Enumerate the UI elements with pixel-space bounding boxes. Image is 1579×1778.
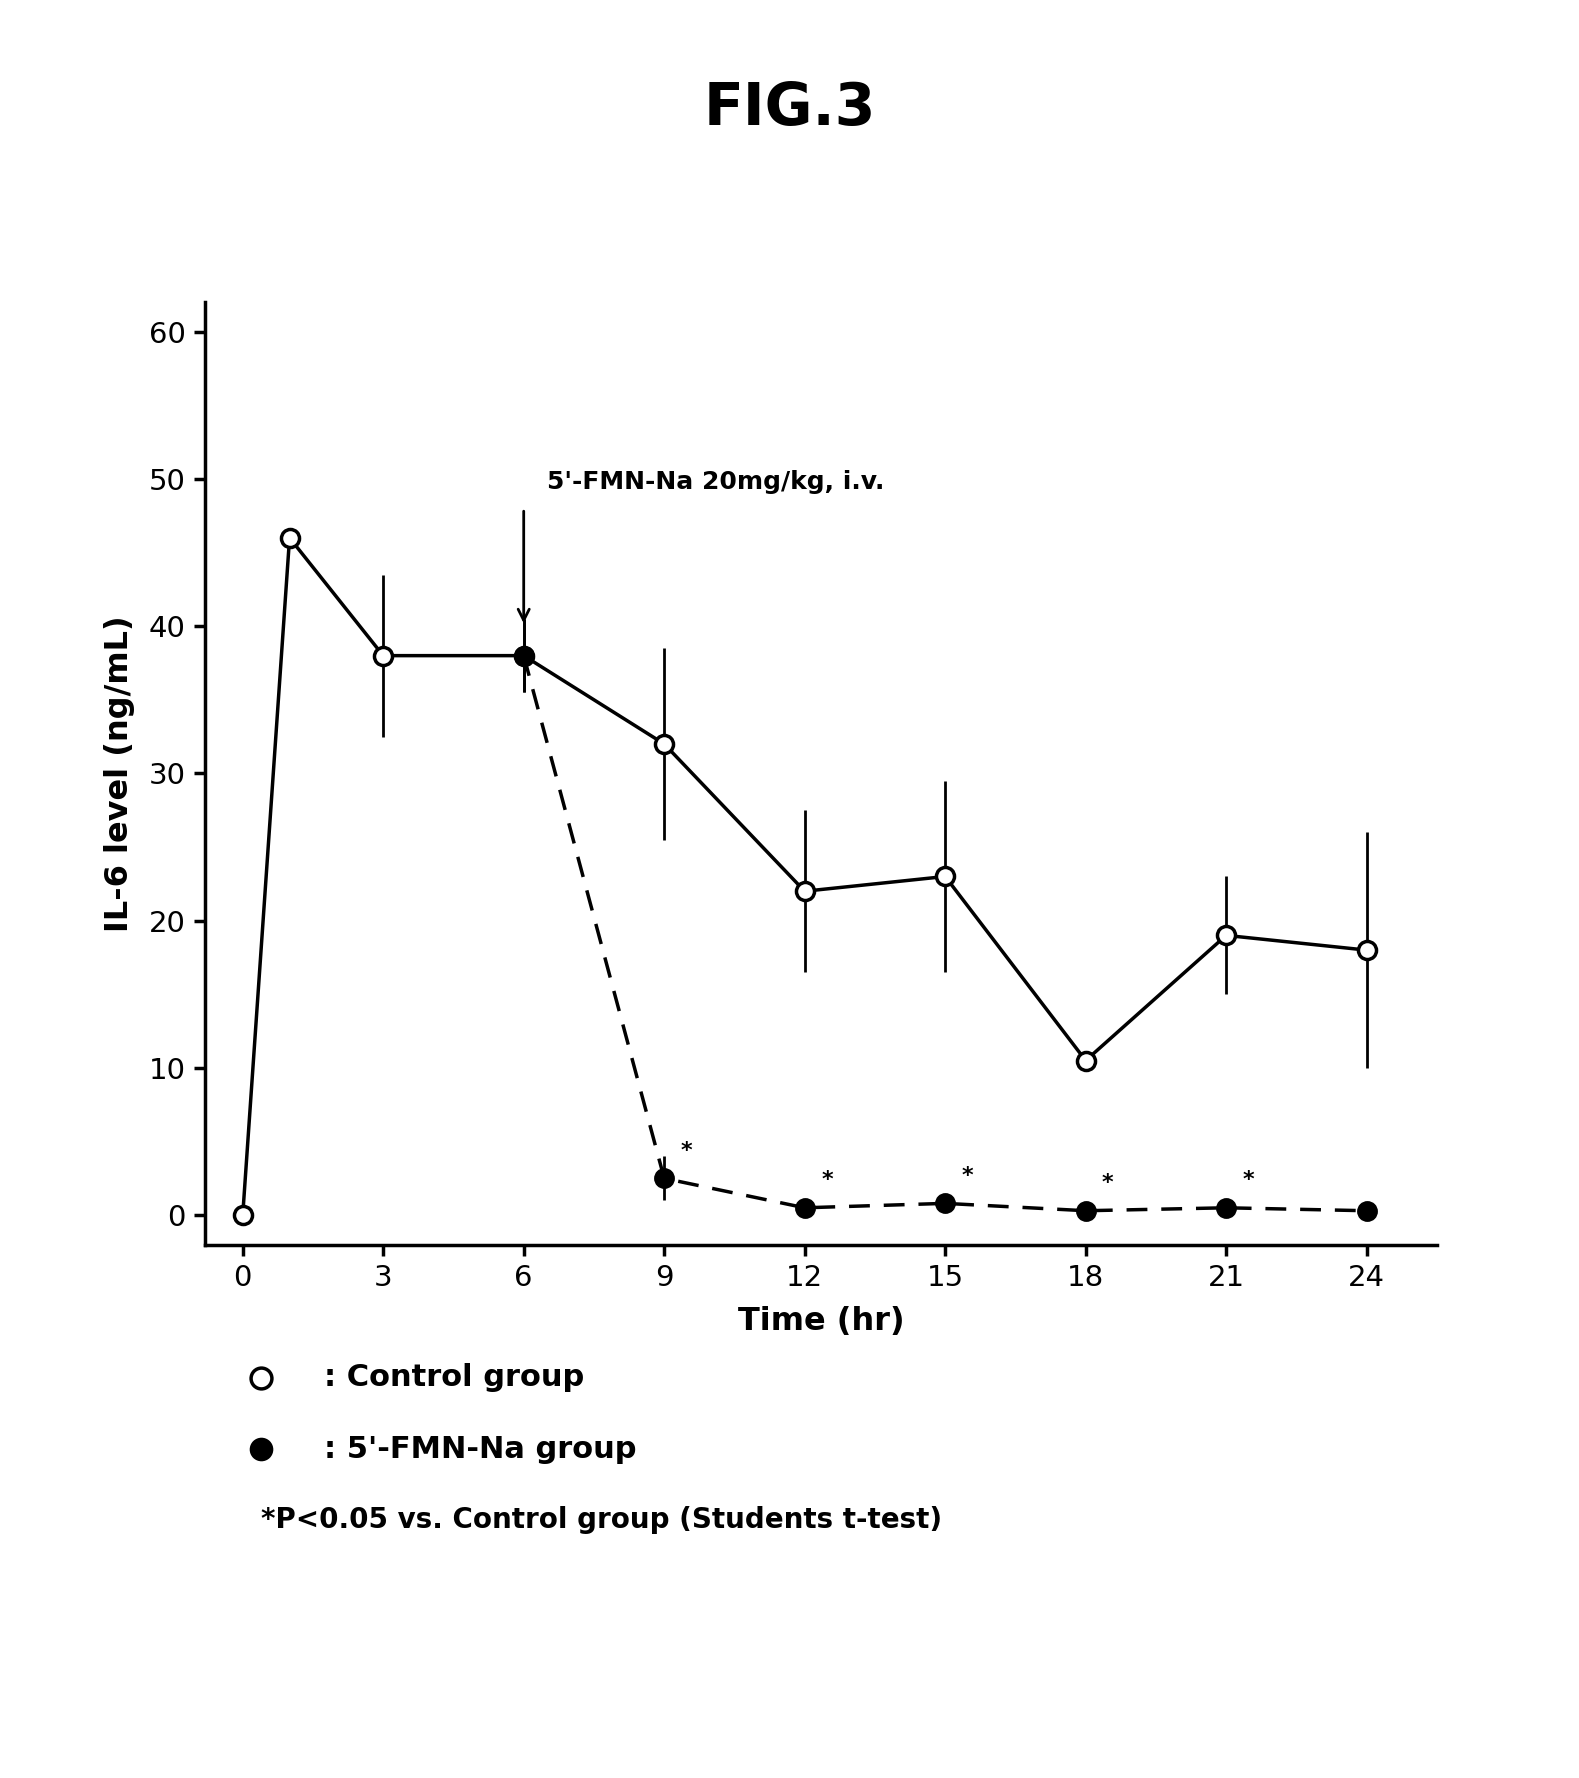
Text: *: * xyxy=(962,1166,973,1186)
Text: *: * xyxy=(821,1170,832,1189)
Y-axis label: IL-6 level (ng/mL): IL-6 level (ng/mL) xyxy=(104,615,134,932)
Text: 5'-FMN-Na 20mg/kg, i.v.: 5'-FMN-Na 20mg/kg, i.v. xyxy=(548,469,884,494)
Text: *: * xyxy=(1102,1173,1113,1193)
Text: : 5'-FMN-Na group: : 5'-FMN-Na group xyxy=(324,1435,636,1463)
Text: FIG.3: FIG.3 xyxy=(703,80,876,137)
Text: *P<0.05 vs. Control group (Students t-test): *P<0.05 vs. Control group (Students t-te… xyxy=(261,1506,941,1534)
Text: *: * xyxy=(1243,1170,1254,1189)
Text: *: * xyxy=(681,1141,692,1161)
Text: : Control group: : Control group xyxy=(324,1364,584,1392)
X-axis label: Time (hr): Time (hr) xyxy=(737,1305,905,1337)
